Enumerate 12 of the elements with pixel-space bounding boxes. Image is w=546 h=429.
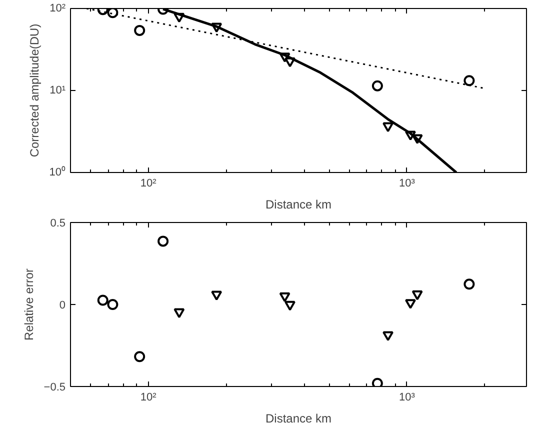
x-axis-title: Distance km (265, 198, 332, 212)
y-axis-title: Relative error (22, 268, 36, 341)
x-tick-label: 10³ (398, 178, 416, 190)
x-tick-label: 10³ (398, 392, 416, 404)
y-tick-label: 10¹ (50, 84, 66, 96)
y-tick-label: 10⁰ (49, 166, 66, 178)
y-tick-label: 0.5 (50, 218, 66, 230)
y-axis-title: Corrected amplitude(DU) (27, 24, 42, 158)
x-axis-title: Distance km (265, 412, 332, 426)
y-tick-label: 10² (50, 2, 66, 14)
y-tick-label: −0.5 (44, 382, 66, 394)
y-tick-label: 0 (59, 300, 66, 312)
